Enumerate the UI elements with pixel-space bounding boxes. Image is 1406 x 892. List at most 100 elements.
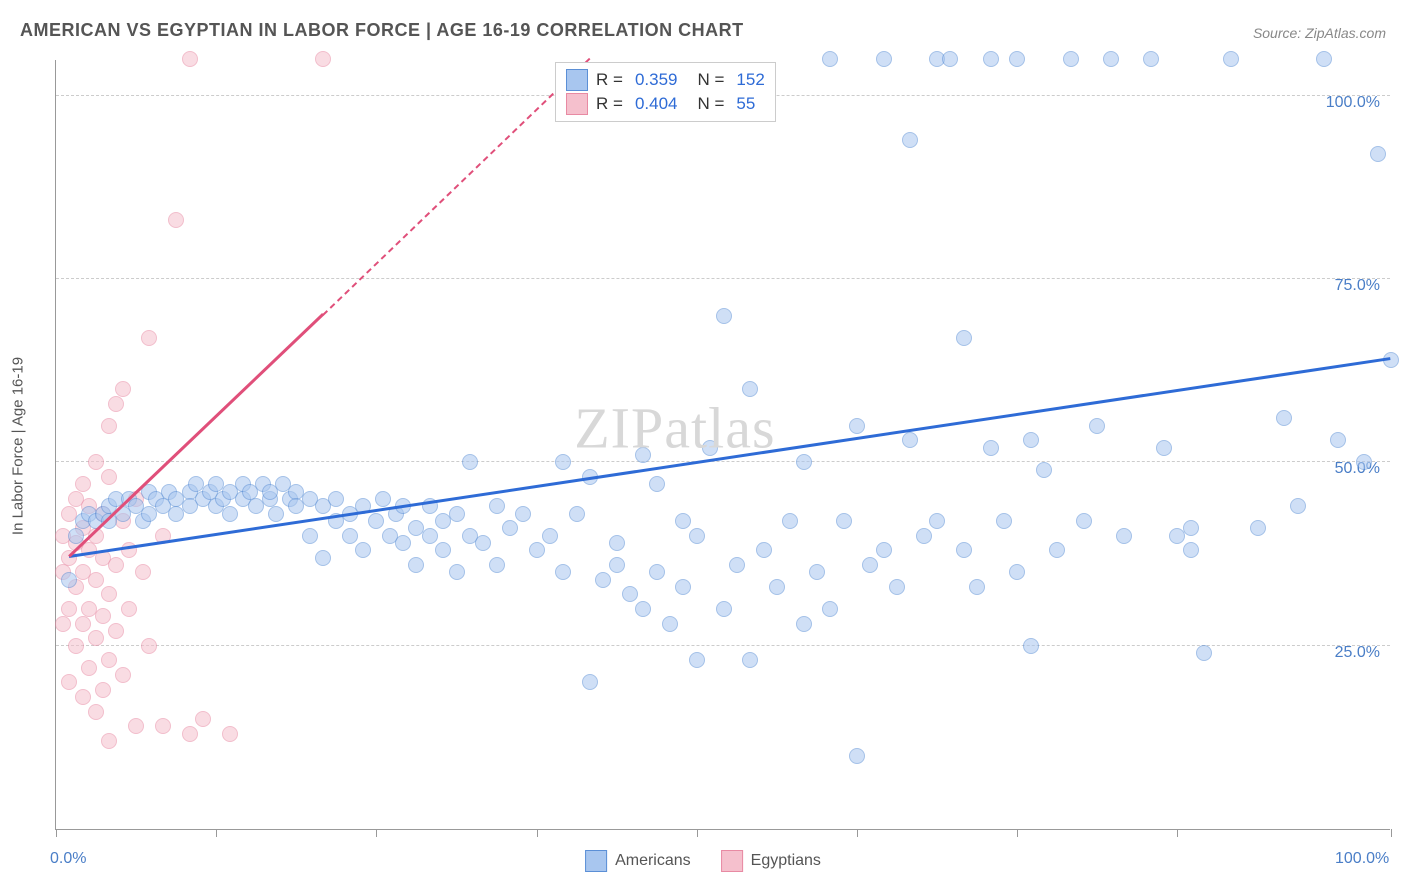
scatter-point-americans — [662, 616, 678, 632]
legend-swatch — [566, 69, 588, 91]
scatter-point-americans — [649, 564, 665, 580]
scatter-point-americans — [502, 520, 518, 536]
scatter-point-americans — [302, 528, 318, 544]
scatter-point-americans — [675, 579, 691, 595]
scatter-point-egyptians — [121, 601, 137, 617]
scatter-point-americans — [769, 579, 785, 595]
scatter-point-americans — [862, 557, 878, 573]
scatter-point-americans — [796, 616, 812, 632]
scatter-point-egyptians — [108, 557, 124, 573]
scatter-point-egyptians — [115, 667, 131, 683]
legend-swatch — [585, 850, 607, 872]
scatter-point-americans — [902, 432, 918, 448]
scatter-point-americans — [1116, 528, 1132, 544]
n-value: 55 — [736, 94, 755, 114]
scatter-point-americans — [916, 528, 932, 544]
legend-swatch — [566, 93, 588, 115]
scatter-point-americans — [1183, 520, 1199, 536]
scatter-point-americans — [689, 528, 705, 544]
scatter-point-americans — [515, 506, 531, 522]
scatter-point-egyptians — [222, 726, 238, 742]
scatter-point-americans — [622, 586, 638, 602]
x-tick — [376, 829, 377, 837]
series-legend: Americans Egyptians — [585, 850, 821, 872]
scatter-point-americans — [542, 528, 558, 544]
scatter-point-americans — [876, 542, 892, 558]
scatter-point-americans — [649, 476, 665, 492]
scatter-point-egyptians — [88, 630, 104, 646]
gridline — [56, 645, 1390, 646]
scatter-point-egyptians — [75, 476, 91, 492]
scatter-point-americans — [756, 542, 772, 558]
scatter-point-americans — [422, 528, 438, 544]
scatter-point-americans — [609, 535, 625, 551]
scatter-point-americans — [796, 454, 812, 470]
y-tick-label: 75.0% — [1335, 277, 1380, 295]
scatter-point-americans — [956, 330, 972, 346]
scatter-point-americans — [929, 513, 945, 529]
scatter-point-americans — [849, 748, 865, 764]
x-tick — [537, 829, 538, 837]
scatter-point-egyptians — [115, 381, 131, 397]
scatter-point-egyptians — [75, 616, 91, 632]
scatter-point-americans — [1183, 542, 1199, 558]
scatter-point-egyptians — [101, 652, 117, 668]
scatter-point-americans — [996, 513, 1012, 529]
source-label: Source: ZipAtlas.com — [1253, 25, 1386, 41]
scatter-point-americans — [395, 535, 411, 551]
scatter-point-americans — [355, 542, 371, 558]
legend-label: Americans — [615, 852, 691, 870]
x-tick-label: 100.0% — [1335, 850, 1389, 868]
gridline — [56, 278, 1390, 279]
scatter-point-americans — [809, 564, 825, 580]
scatter-point-americans — [609, 557, 625, 573]
scatter-point-americans — [1009, 564, 1025, 580]
scatter-point-americans — [1103, 51, 1119, 67]
r-label: R = — [596, 94, 623, 114]
scatter-point-egyptians — [141, 638, 157, 654]
scatter-point-egyptians — [315, 51, 331, 67]
scatter-point-americans — [1316, 51, 1332, 67]
scatter-point-egyptians — [101, 418, 117, 434]
scatter-point-americans — [1250, 520, 1266, 536]
n-label: N = — [697, 94, 724, 114]
scatter-point-americans — [328, 491, 344, 507]
scatter-point-americans — [1063, 51, 1079, 67]
scatter-point-americans — [569, 506, 585, 522]
x-tick — [56, 829, 57, 837]
scatter-point-americans — [375, 491, 391, 507]
stats-legend-row: R = 0.404 N = 55 — [566, 93, 765, 115]
scatter-point-americans — [268, 506, 284, 522]
scatter-point-americans — [222, 506, 238, 522]
scatter-point-egyptians — [68, 638, 84, 654]
y-tick-label: 100.0% — [1326, 94, 1380, 112]
scatter-point-egyptians — [101, 469, 117, 485]
scatter-point-americans — [876, 51, 892, 67]
r-value: 0.404 — [635, 94, 678, 114]
scatter-point-americans — [983, 51, 999, 67]
x-tick-label: 0.0% — [50, 850, 86, 868]
scatter-point-americans — [702, 440, 718, 456]
scatter-point-egyptians — [128, 718, 144, 734]
scatter-point-egyptians — [55, 616, 71, 632]
y-axis-label: In Labor Force | Age 16-19 — [10, 357, 27, 535]
scatter-point-egyptians — [61, 674, 77, 690]
scatter-point-americans — [1076, 513, 1092, 529]
gridline — [56, 461, 1390, 462]
scatter-point-americans — [1330, 432, 1346, 448]
stats-legend-row: R =0.359N =152 — [566, 69, 765, 91]
scatter-point-americans — [489, 557, 505, 573]
scatter-point-egyptians — [168, 212, 184, 228]
scatter-point-egyptians — [75, 689, 91, 705]
scatter-point-egyptians — [95, 608, 111, 624]
x-tick — [1017, 829, 1018, 837]
scatter-point-egyptians — [195, 711, 211, 727]
scatter-point-americans — [1023, 638, 1039, 654]
scatter-point-americans — [1023, 432, 1039, 448]
scatter-point-americans — [1156, 440, 1172, 456]
trend-line — [68, 314, 323, 558]
scatter-point-americans — [716, 601, 732, 617]
legend-item: Egyptians — [721, 850, 821, 872]
scatter-point-americans — [742, 652, 758, 668]
scatter-point-americans — [449, 564, 465, 580]
